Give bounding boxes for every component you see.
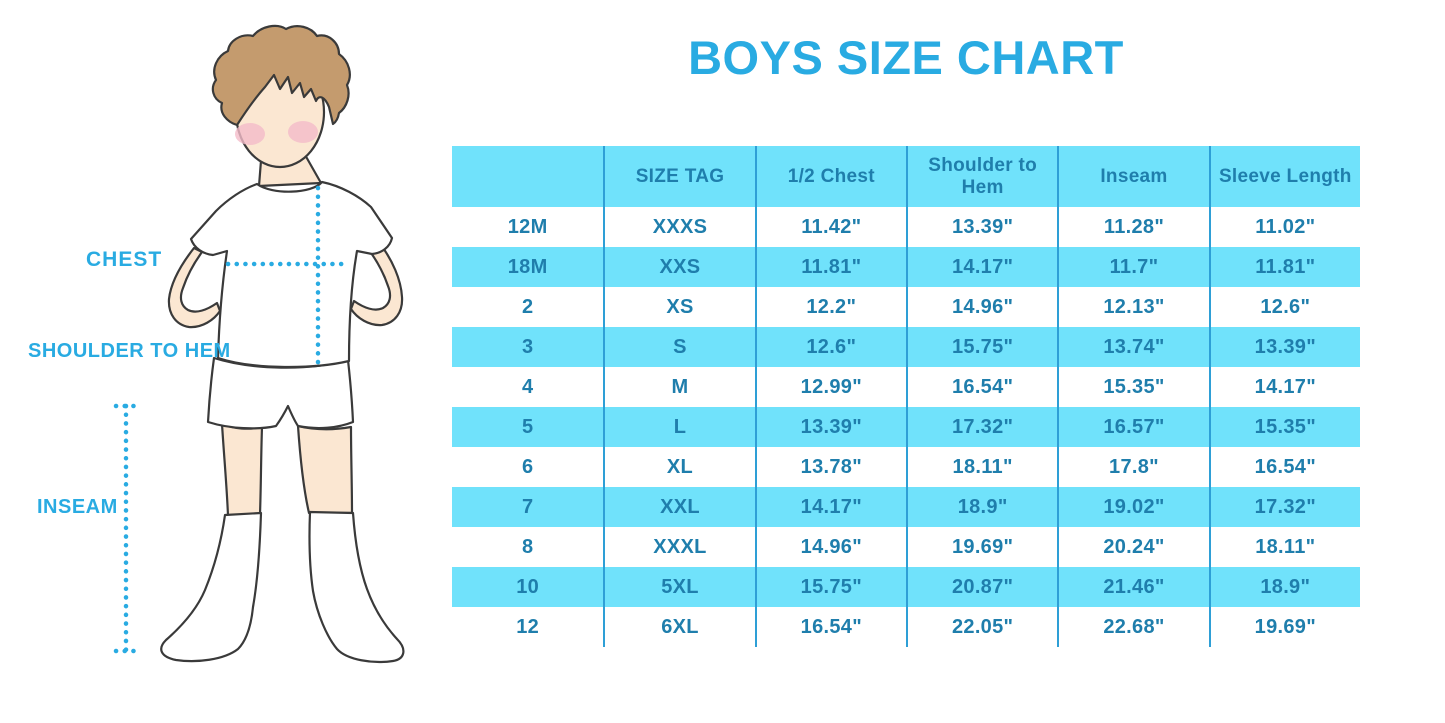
header-cell: Sleeve Length <box>1208 146 1360 207</box>
measurement-cell: XXXL <box>603 527 754 567</box>
measurement-cell: 13.39" <box>1208 327 1360 367</box>
measurement-cell: XXL <box>603 487 755 527</box>
measurement-cell: 17.32" <box>905 407 1058 447</box>
measurement-cell: 11.02" <box>1208 207 1360 247</box>
measurement-cell: 15.35" <box>1208 407 1360 447</box>
page-title: BOYS SIZE CHART <box>688 31 1124 84</box>
header-cell-empty <box>452 146 604 207</box>
measurement-cell: 20.24" <box>1057 527 1208 567</box>
measurement-cell: 14.17" <box>1208 367 1360 407</box>
size-row-label: 10 <box>452 567 604 607</box>
measurement-cell: 12.6" <box>754 327 906 367</box>
measurement-cell: 13.39" <box>754 407 906 447</box>
measurement-cell: 16.57" <box>1057 407 1209 447</box>
boy-neck <box>257 144 323 188</box>
measurement-cell: 18.11" <box>1208 527 1360 567</box>
measurement-cell: 12.13" <box>1057 287 1208 327</box>
measurement-cell: 13.78" <box>754 447 906 487</box>
measurement-cell: S <box>603 327 755 367</box>
measurement-cell: 12.6" <box>1208 287 1360 327</box>
size-row-label: 7 <box>452 487 604 527</box>
boy-shorts <box>206 356 355 430</box>
boy-left-arm <box>167 246 222 329</box>
boy-right-leg <box>296 424 354 515</box>
measurement-cell: 17.32" <box>1208 487 1360 527</box>
boy-face <box>234 55 326 169</box>
measurement-cell: XL <box>603 447 754 487</box>
size-row-label: 3 <box>452 327 604 367</box>
measurement-cell: 13.74" <box>1057 327 1209 367</box>
size-row-label: 12M <box>507 215 548 238</box>
measurement-cell: 18.9" <box>905 487 1058 527</box>
shoulder-to-hem-label: SHOULDER TO HEM <box>28 340 231 362</box>
measurement-cell: 12.2" <box>754 287 906 327</box>
boy-hair <box>211 24 351 127</box>
measurement-cell: 21.46" <box>1057 567 1209 607</box>
boy-left-sock <box>160 511 263 663</box>
chest-label: CHEST <box>86 248 163 271</box>
measurement-cell: 11.28" <box>1057 207 1208 247</box>
measurement-cell: 15.35" <box>1057 367 1208 407</box>
boy-right-blush <box>288 121 318 143</box>
header-cell: SIZE TAG <box>603 146 755 207</box>
measurement-cell: 19.02" <box>1057 487 1209 527</box>
measurement-cell: M <box>603 367 754 407</box>
measurement-cell: 13.39" <box>905 207 1057 247</box>
size-row-label: 6 <box>521 455 534 478</box>
header-cell: Inseam <box>1057 146 1209 207</box>
header-cell: 1/2 Chest <box>754 146 906 207</box>
size-row-label: 5 <box>452 407 604 447</box>
size-row-label: 4 <box>521 375 534 398</box>
measurement-cell: 18.9" <box>1208 567 1360 607</box>
measurement-cell: 22.05" <box>905 607 1057 647</box>
measurement-cell: 16.54" <box>1208 447 1360 487</box>
measurement-cell: 11.7" <box>1057 247 1209 287</box>
measurement-cell: 11.81" <box>754 247 906 287</box>
size-chart-table: SIZE TAG 1/2 Chest Shoulder to Hem Inseam Sl… <box>452 146 1360 647</box>
size-row-label: 12 <box>516 615 540 638</box>
boy-left-leg <box>220 422 264 518</box>
measurement-cell: 16.54" <box>905 367 1057 407</box>
measurement-cell: 6XL <box>603 607 754 647</box>
measurement-cell: 14.17" <box>754 487 906 527</box>
measurement-cell: 19.69" <box>905 527 1057 567</box>
measurement-cell: 11.42" <box>754 207 906 247</box>
measurement-cell: 15.75" <box>905 327 1058 367</box>
header-cell: Shoulder to Hem <box>905 146 1058 207</box>
measurement-cell: XXS <box>603 247 755 287</box>
measurement-cell: 5XL <box>603 567 755 607</box>
measurement-cell: 20.87" <box>905 567 1058 607</box>
measurement-cell: 14.96" <box>905 287 1057 327</box>
measurement-cell: XS <box>603 287 754 327</box>
measurement-cell: XXXS <box>603 207 754 247</box>
measurement-cell: 15.75" <box>754 567 906 607</box>
measurement-cell: 14.17" <box>905 247 1058 287</box>
measurement-cell: 14.96" <box>754 527 906 567</box>
boy-right-arm <box>349 243 404 327</box>
measurement-cell: 17.8" <box>1057 447 1208 487</box>
measurement-cell: 18.11" <box>905 447 1057 487</box>
size-row-label: 18M <box>452 247 604 287</box>
boy-right-sock <box>308 510 405 664</box>
inseam-label: INSEAM <box>37 496 118 518</box>
measurement-cell: L <box>603 407 755 447</box>
measurement-cell: 11.81" <box>1208 247 1360 287</box>
boy-left-blush <box>235 123 265 145</box>
measurement-cell: 22.68" <box>1057 607 1208 647</box>
measurement-cell: 12.99" <box>754 367 906 407</box>
size-row-label: 8 <box>521 535 534 558</box>
measurement-cell: 16.54" <box>754 607 906 647</box>
measurement-cell: 19.69" <box>1208 607 1360 647</box>
size-row-label: 2 <box>521 295 534 318</box>
